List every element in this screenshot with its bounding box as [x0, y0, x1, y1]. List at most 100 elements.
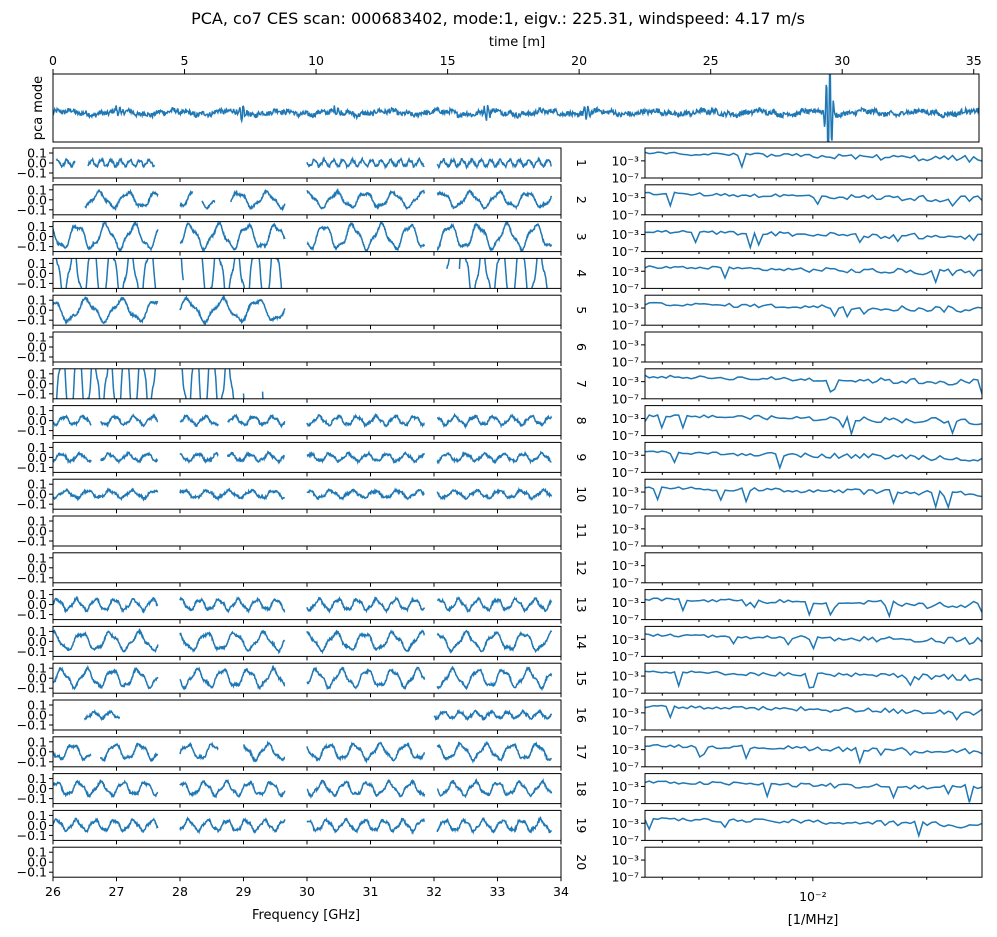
feed-7-segment	[181, 368, 235, 399]
x-tick-label: 29	[236, 884, 252, 899]
y-tick-label: −0.1	[17, 202, 47, 217]
feed-panel-18: 0.10.0−0.1 18	[17, 771, 589, 808]
feed-19-segment	[436, 815, 553, 835]
feed-panel-13: 0.10.0−0.1 13	[17, 587, 589, 624]
feed-16-segment	[433, 708, 553, 722]
feed-panel-12: 0.10.0−0.1 12	[17, 550, 589, 587]
y-tick-label: 0.0	[27, 597, 47, 612]
psd-panel-14: 10⁻³ 10⁻⁷	[611, 625, 983, 664]
top-x-tick-label: 5	[181, 53, 189, 68]
feed-3-segment	[179, 221, 286, 252]
y-tick-label: 0.1	[27, 698, 47, 713]
top-x-tick-label: 35	[966, 53, 982, 68]
feed-panel-14: 0.10.0−0.1 14	[17, 624, 589, 661]
feed-panel-2: 0.10.0−0.1 2	[17, 182, 589, 219]
y-tick-label: −0.1	[17, 276, 47, 291]
feed-4-segment	[201, 258, 283, 289]
axes-frame	[52, 478, 562, 510]
y-tick-label: −0.1	[17, 570, 47, 585]
feed-4-segment	[446, 258, 451, 270]
feed-8-segment	[179, 413, 219, 427]
y-tick-label: −0.1	[17, 681, 47, 696]
psd-3-line	[645, 229, 982, 251]
top-x-tick-label: 25	[703, 53, 719, 68]
y-tick-label: 0.0	[27, 376, 47, 391]
y-tick-label: 0.1	[27, 734, 47, 749]
y-tick-label: 10⁻³	[611, 411, 639, 426]
y-tick-label: 10⁻³	[611, 227, 639, 242]
psd-panel-17: 10⁻³ 10⁻⁷	[611, 736, 983, 774]
feed-13-segment	[306, 595, 426, 614]
feed-3-segment	[306, 221, 426, 252]
psd-8-line	[645, 414, 982, 436]
feed-panel-15: 0.10.0−0.1 15	[17, 661, 589, 698]
feed-9-segment	[226, 449, 285, 465]
psd-9-line	[645, 450, 982, 471]
feed-2-segment	[306, 187, 426, 211]
y-tick-label: 10⁻⁷	[611, 723, 639, 738]
feed-15-segment	[436, 665, 553, 692]
feed-panel-17: 0.10.0−0.1 17	[17, 734, 589, 771]
y-tick-label: 10⁻⁷	[611, 318, 639, 333]
y-tick-label: 0.1	[27, 477, 47, 492]
feed-13-segment	[53, 595, 159, 614]
y-tick-label: 0.1	[27, 182, 47, 197]
y-tick-label: 10⁻³	[611, 669, 639, 684]
y-tick-label: 10⁻³	[611, 485, 639, 500]
x-tick-label: 28	[172, 884, 188, 899]
x-tick-label: 26	[45, 884, 61, 899]
y-tick-label: 10⁻³	[611, 448, 639, 463]
y-tick-label: 10⁻³	[611, 264, 639, 279]
feed-8-segment	[227, 413, 286, 429]
feed-panel-6: 0.10.0−0.1 6	[17, 330, 589, 366]
feed-3-segment	[53, 221, 159, 252]
y-tick-label: 0.0	[27, 744, 47, 759]
feed-panel-3: 0.10.0−0.1 3	[17, 219, 589, 256]
power-spectrum-panels: 10⁻³ 10⁻⁷ 10⁻³ 10⁻⁷ 10⁻³ 10⁻⁷ 10⁻³ 10⁻⁷ 10⁻³ 10⁻⁷…	[611, 147, 983, 904]
axes-frame	[644, 478, 983, 510]
axes-frame	[644, 736, 983, 768]
axes-frame	[52, 846, 562, 878]
feed-2-segment	[436, 189, 553, 211]
feed-panel-9: 0.10.0−0.1 9	[17, 440, 589, 477]
y-tick-label: −0.1	[17, 313, 47, 328]
x-tick-label: 27	[109, 884, 125, 899]
feed-4-segment	[55, 258, 157, 289]
psd-panel-2: 10⁻³ 10⁻⁷	[611, 184, 983, 222]
feed-2-segment	[230, 188, 286, 212]
y-tick-label: 10⁻³	[611, 190, 639, 205]
feed-8-segment	[436, 412, 553, 430]
feed-1-segment	[436, 156, 552, 170]
axes-frame	[644, 809, 983, 841]
feed-18-segment	[53, 778, 159, 799]
y-tick-label: 0.1	[27, 587, 47, 602]
axes-frame	[52, 147, 562, 179]
top-x-tick-label: 15	[440, 53, 456, 68]
y-tick-label: 0.1	[27, 366, 47, 381]
feed-label: 7	[574, 380, 589, 388]
axes-frame	[644, 147, 983, 179]
feed-label: 3	[574, 233, 589, 241]
feed-panel-20: 0.10.0−0.1 20	[17, 845, 589, 882]
feed-1-segment	[55, 157, 76, 169]
y-tick-label: 0.0	[27, 340, 47, 355]
feed-14-segment	[306, 629, 426, 655]
axes-frame	[52, 331, 562, 363]
feed-19-segment	[179, 816, 286, 835]
y-tick-label: 0.0	[27, 229, 47, 244]
axes-frame	[52, 515, 562, 547]
figure-title: PCA, co7 CES scan: 000683402, mode:1, ei…	[191, 9, 805, 28]
feed-label: 17	[574, 744, 589, 760]
y-tick-label: 0.1	[27, 550, 47, 565]
y-tick-label: 10⁻³	[611, 742, 639, 757]
y-tick-label: 0.0	[27, 855, 47, 870]
feed-7-segment	[242, 393, 245, 399]
y-tick-label: 0.1	[27, 330, 47, 345]
y-tick-label: 10⁻⁷	[611, 649, 639, 664]
y-tick-label: 10⁻³	[611, 558, 639, 573]
feed-9-segment	[100, 450, 159, 465]
y-tick-label: 0.0	[27, 156, 47, 171]
axes-frame	[52, 257, 562, 289]
y-tick-label: −0.1	[17, 497, 47, 512]
feed-15-segment	[179, 664, 286, 691]
